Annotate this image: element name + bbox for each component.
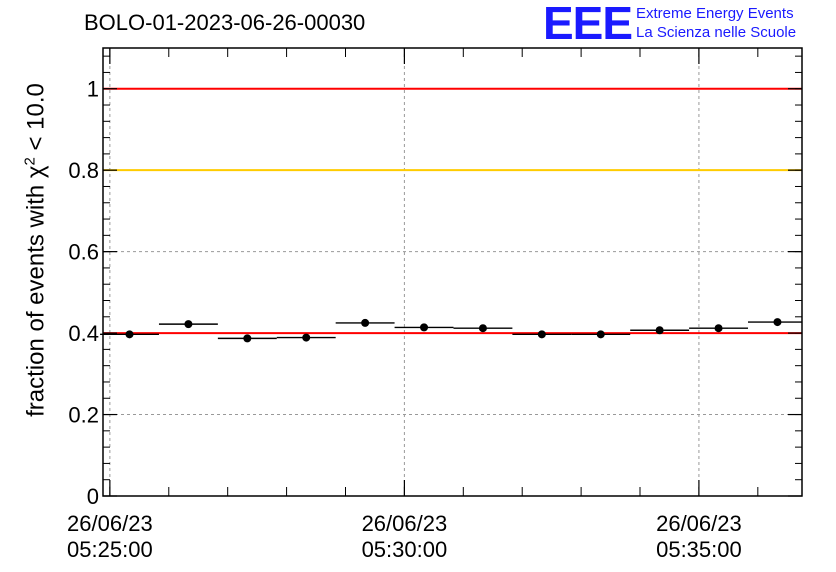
eee-logo: EEE <box>543 0 633 49</box>
y-tick-label: 0.2 <box>68 403 99 428</box>
data-point <box>243 334 252 343</box>
logo-line-2: La Scienza nelle Scuole <box>636 24 797 41</box>
data-point <box>302 333 311 342</box>
data-point <box>420 323 429 332</box>
data-point <box>184 320 193 329</box>
data-point <box>714 324 723 333</box>
logo-line-1: Extreme Energy Events <box>636 5 794 22</box>
data-point <box>596 330 605 339</box>
data-point <box>773 318 782 327</box>
y-tick-label: 0.6 <box>68 240 99 265</box>
x-tick-label-date: 26/06/23 <box>656 511 742 536</box>
y-tick-label: 0.8 <box>68 158 99 183</box>
x-tick-label-time: 05:25:00 <box>67 537 153 562</box>
x-tick-label-time: 05:30:00 <box>362 537 448 562</box>
y-tick-label: 0.4 <box>68 321 99 346</box>
data-point <box>125 330 134 339</box>
x-tick-label-time: 05:35:00 <box>656 537 742 562</box>
y-tick-label: 1 <box>87 77 99 102</box>
data-point <box>537 330 546 339</box>
plot-frame <box>102 47 803 497</box>
data-point <box>478 324 487 333</box>
eee-logo-text: Extreme Energy Events La Scienza nelle S… <box>636 4 796 42</box>
y-tick-label: 0 <box>87 484 99 509</box>
data-point <box>655 326 664 335</box>
x-tick-label-date: 26/06/23 <box>362 511 448 536</box>
data-point <box>361 318 370 327</box>
x-tick-label-date: 26/06/23 <box>67 511 153 536</box>
chart-title: BOLO-01-2023-06-26-00030 <box>84 10 366 35</box>
